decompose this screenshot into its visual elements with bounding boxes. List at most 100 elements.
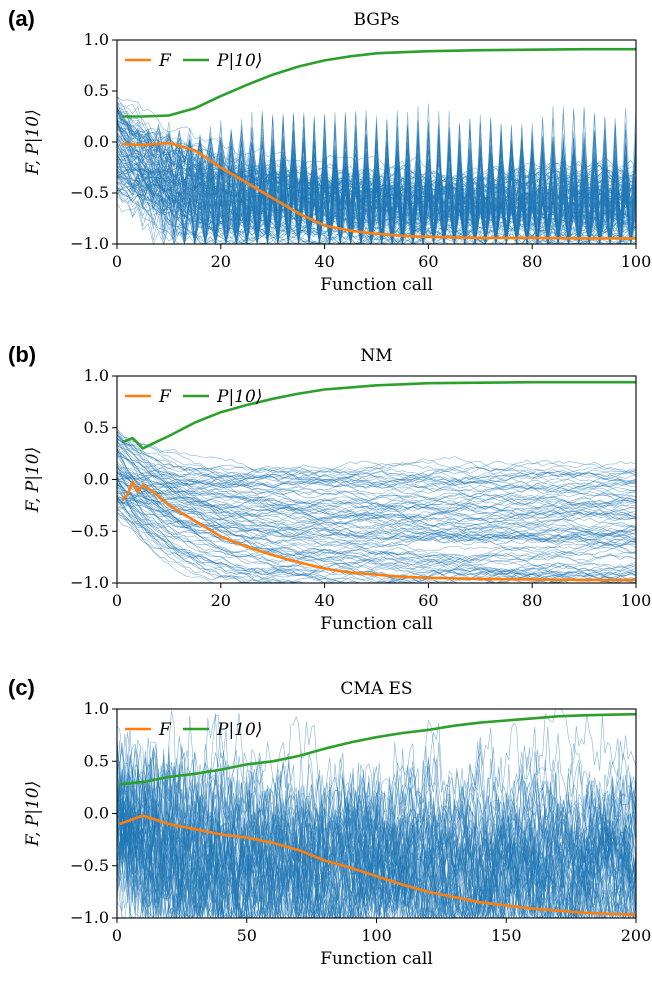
trace-line bbox=[117, 451, 636, 514]
trace-line bbox=[117, 722, 636, 912]
chart-title: CMA ES bbox=[340, 679, 412, 699]
y-tick-label: 0.5 bbox=[84, 81, 109, 100]
trace-line bbox=[117, 465, 636, 503]
trace-line bbox=[117, 474, 636, 489]
x-tick-label: 50 bbox=[237, 926, 257, 945]
ensemble-traces bbox=[117, 709, 636, 918]
chart-title: NM bbox=[360, 346, 392, 366]
y-axis-label: F, P|10⟩ bbox=[23, 447, 43, 513]
trace-line bbox=[117, 497, 636, 512]
trace-line bbox=[117, 153, 636, 244]
trace-line bbox=[117, 477, 636, 583]
trace-line bbox=[117, 485, 636, 583]
trace-line bbox=[117, 466, 636, 514]
ensemble-traces bbox=[117, 95, 636, 244]
trace-line bbox=[117, 461, 636, 510]
trace-line bbox=[117, 802, 636, 918]
x-tick-label: 60 bbox=[418, 591, 438, 610]
y-tick-label: 0.0 bbox=[84, 132, 109, 151]
trace-line bbox=[117, 742, 636, 918]
series-f-line bbox=[119, 814, 636, 917]
y-tick-label: 0.5 bbox=[84, 751, 109, 770]
trace-line bbox=[117, 500, 636, 548]
x-tick-label: 20 bbox=[211, 591, 231, 610]
trace-line bbox=[117, 492, 636, 562]
y-tick-label: 0.0 bbox=[84, 470, 109, 489]
trace-line bbox=[117, 434, 636, 510]
trace-line bbox=[117, 430, 636, 522]
trace-line bbox=[117, 477, 636, 583]
panel-letter: (a) bbox=[8, 6, 35, 31]
trace-line bbox=[117, 722, 636, 918]
trace-line bbox=[117, 475, 636, 496]
trace-line bbox=[117, 467, 636, 484]
x-tick-label: 40 bbox=[314, 591, 334, 610]
legend-label: P|10⟩ bbox=[216, 51, 262, 71]
x-axis-label: Function call bbox=[320, 949, 433, 969]
trace-line bbox=[117, 455, 636, 519]
trace-line bbox=[117, 152, 636, 206]
series-p-line bbox=[121, 380, 636, 450]
trace-line bbox=[117, 491, 636, 522]
x-tick-label: 80 bbox=[522, 591, 542, 610]
legend: F P|10⟩ bbox=[125, 387, 262, 407]
x-tick-label: 100 bbox=[361, 926, 392, 945]
trace-line bbox=[117, 471, 636, 489]
legend: F P|10⟩ bbox=[125, 720, 262, 740]
y-tick-label: −0.5 bbox=[70, 856, 109, 875]
trace-line bbox=[117, 182, 636, 244]
trace-line bbox=[117, 451, 636, 508]
trace-line bbox=[117, 444, 636, 522]
panel-1: (a) BGPs 0 20 40 60 80 100 1.0 0.5 0.0 −0.5 −1.0 Func… bbox=[8, 6, 651, 295]
trace-line bbox=[117, 428, 636, 554]
legend-label: F bbox=[158, 387, 172, 407]
trace-line bbox=[117, 744, 636, 918]
legend-label: F bbox=[158, 51, 172, 71]
trace-line bbox=[117, 463, 636, 583]
trace-line bbox=[117, 472, 636, 531]
legend-label: P|10⟩ bbox=[216, 387, 262, 407]
x-tick-label: 0 bbox=[112, 252, 122, 271]
y-tick-label: −0.5 bbox=[70, 183, 109, 202]
trace-line bbox=[117, 778, 636, 918]
trace-line bbox=[117, 776, 636, 918]
trace-line bbox=[117, 709, 636, 918]
y-tick-label: 0.5 bbox=[84, 418, 109, 437]
trace-line bbox=[117, 491, 636, 545]
series-f-line bbox=[121, 480, 636, 582]
trace-line bbox=[117, 443, 636, 495]
trace-line bbox=[117, 115, 636, 222]
trace-line bbox=[117, 483, 636, 542]
y-axis-label: F, P|10⟩ bbox=[23, 109, 43, 175]
y-tick-label: −1.0 bbox=[70, 908, 109, 927]
x-tick-label: 0 bbox=[112, 591, 122, 610]
y-axis-label: F, P|10⟩ bbox=[23, 781, 43, 847]
x-tick-label: 40 bbox=[314, 252, 334, 271]
trace-line bbox=[117, 484, 636, 542]
trace-line bbox=[117, 471, 636, 534]
trace-line bbox=[117, 496, 636, 575]
trace-line bbox=[117, 743, 636, 918]
y-tick-label: −0.5 bbox=[70, 521, 109, 540]
trace-line bbox=[117, 517, 636, 577]
trace-line bbox=[117, 137, 636, 218]
trace-line bbox=[117, 460, 636, 487]
trace-line bbox=[117, 752, 636, 918]
x-tick-label: 100 bbox=[621, 591, 652, 610]
trace-line bbox=[117, 498, 636, 558]
trace-line bbox=[117, 165, 636, 206]
trace-line bbox=[117, 478, 636, 540]
y-tick-label: 0.0 bbox=[84, 804, 109, 823]
y-tick-label: 1.0 bbox=[84, 366, 109, 385]
trace-line bbox=[117, 441, 636, 536]
trace-line bbox=[117, 203, 636, 244]
trace-line bbox=[117, 810, 636, 918]
chart-title: BGPs bbox=[353, 10, 399, 30]
trace-line bbox=[117, 469, 636, 536]
panel-3: (c) CMA ES 0 50 100 150 200 1.0 0.5 0.0 −0.5 −1.0 Fu… bbox=[8, 675, 651, 969]
x-tick-label: 200 bbox=[621, 926, 652, 945]
trace-line bbox=[117, 165, 636, 205]
trace-line bbox=[117, 127, 636, 244]
trace-line bbox=[117, 95, 636, 214]
